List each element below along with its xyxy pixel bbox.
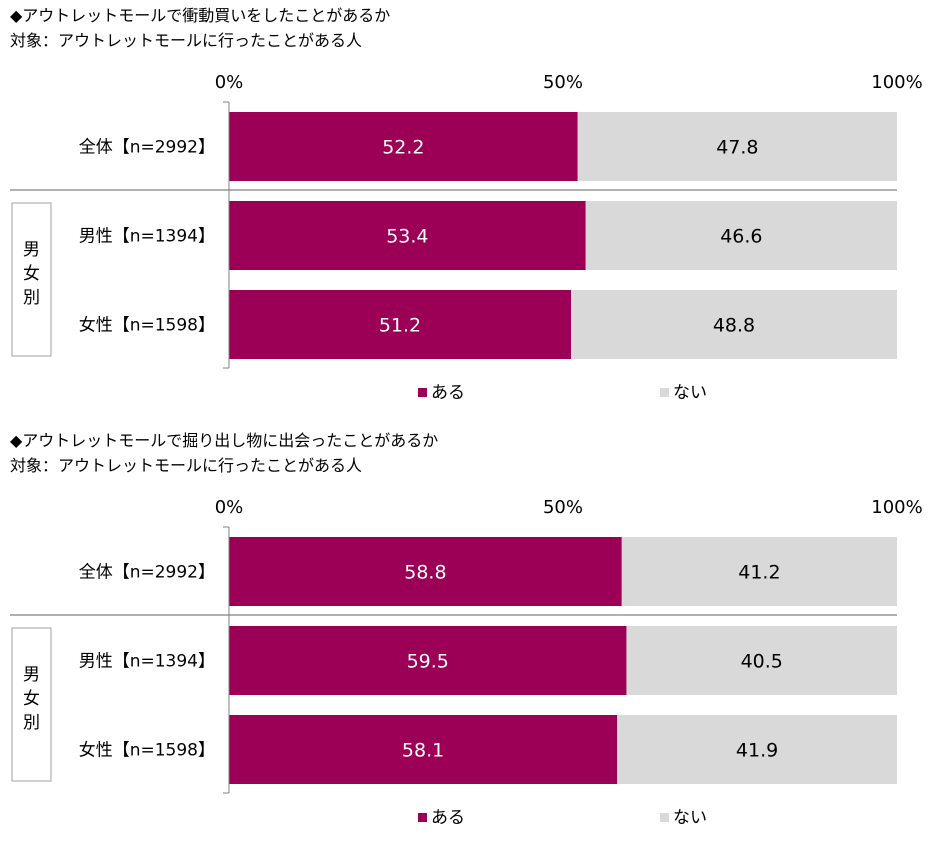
chart-subtitle: 対象：アウトレットモールに行ったことがある人: [10, 456, 363, 475]
x-tick-label: 100%: [871, 72, 922, 93]
category-label: 女性【n=1598】: [79, 741, 215, 761]
category-label: 男性【n=1394】: [79, 227, 215, 247]
chart-plot: 0% 50% 100% 58.8 41.2 全体【n=2992】 59.5 40.5 男性【n=…: [10, 497, 923, 828]
group-label-char: 男: [23, 240, 40, 260]
data-label: 46.6: [720, 226, 762, 248]
group-box: [11, 627, 52, 782]
bargain-find-chart: 0% 50% 100% 58.8 41.2 全体【n=2992】 59.5 40.5 男性【n=…: [0, 425, 940, 850]
group-label-char: 男: [23, 665, 40, 685]
bar-no: [577, 112, 897, 181]
category-label: 男性【n=1394】: [79, 652, 215, 672]
bar-yes: [229, 715, 618, 784]
legend-label: ない: [673, 383, 707, 403]
chart-title: ◆アウトレットモールで掘り出し物に出会ったことがあるか: [10, 431, 439, 450]
group-label-char: 女: [23, 264, 40, 284]
data-label: 52.2: [382, 137, 424, 159]
group-label-char: 女: [23, 689, 40, 709]
legend-swatch-no: [660, 388, 669, 397]
legend-swatch-yes: [418, 813, 427, 822]
legend-label: ある: [431, 808, 465, 828]
data-label: 51.2: [379, 315, 421, 337]
group-box: [11, 202, 52, 357]
data-label: 40.5: [741, 651, 783, 673]
group-label-char: 別: [23, 288, 40, 308]
data-label: 47.8: [716, 137, 758, 159]
bar-yes: [229, 290, 572, 359]
bar-no: [626, 626, 897, 695]
bar-no: [621, 537, 897, 606]
bar-yes: [229, 201, 586, 270]
legend-label: ない: [673, 808, 707, 828]
data-label: 41.9: [736, 740, 778, 762]
bar-no: [585, 201, 897, 270]
x-tick-label: 100%: [871, 497, 922, 518]
bar-yes: [229, 626, 627, 695]
data-label: 53.4: [386, 226, 428, 248]
chart-title: ◆アウトレットモールで衝動買いをしたことがあるか: [10, 6, 391, 25]
category-label: 女性【n=1598】: [79, 316, 215, 336]
data-label: 48.8: [713, 315, 755, 337]
data-label: 41.2: [738, 562, 780, 584]
x-tick-label: 0%: [215, 72, 244, 93]
bar-no: [617, 715, 897, 784]
x-tick-label: 50%: [543, 72, 583, 93]
bar-yes: [229, 112, 578, 181]
x-tick-label: 0%: [215, 497, 244, 518]
bar-yes: [229, 537, 622, 606]
impulse-buy-chart: 0% 50% 100% 52.2 47.8 全体【n=2992】 53.4 46.6 男性【n=…: [10, 6, 923, 403]
legend-swatch-no: [660, 813, 669, 822]
legend-swatch-yes: [418, 388, 427, 397]
chart-plot: 0% 50% 100% 52.2 47.8 全体【n=2992】 53.4 46.6 男性【n=…: [10, 72, 923, 403]
data-label: 58.1: [402, 740, 444, 762]
data-label: 59.5: [407, 651, 449, 673]
category-label: 全体【n=2992】: [79, 138, 215, 158]
group-label-char: 別: [23, 713, 40, 733]
category-label: 全体【n=2992】: [79, 563, 215, 583]
legend-label: ある: [431, 383, 465, 403]
data-label: 58.8: [404, 562, 446, 584]
chart-subtitle: 対象：アウトレットモールに行ったことがある人: [10, 31, 363, 50]
x-tick-label: 50%: [543, 497, 583, 518]
bar-no: [571, 290, 897, 359]
